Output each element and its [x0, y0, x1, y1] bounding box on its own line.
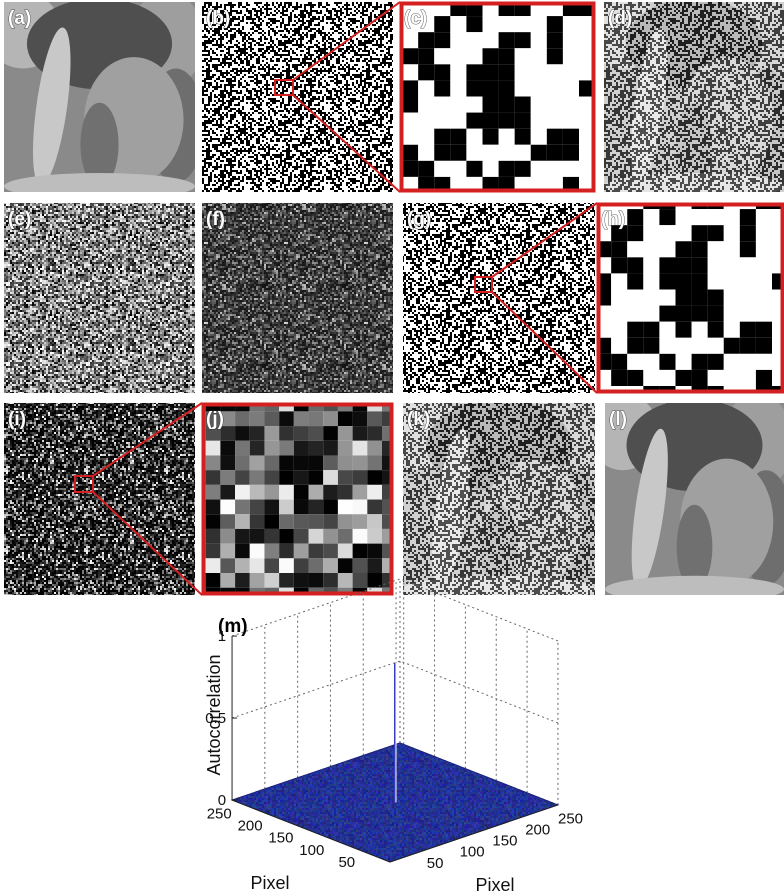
figure: (a)(b)(c)(d)(e)(f)(g)(h)(i)(j)(k)(l) (m)… [0, 0, 784, 895]
